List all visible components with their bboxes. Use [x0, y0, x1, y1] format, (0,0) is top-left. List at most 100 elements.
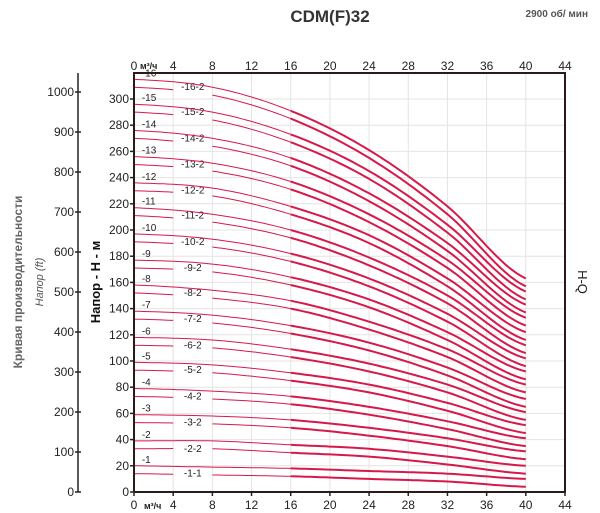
speed-label: 2900 об/ мин — [526, 8, 588, 20]
ft-tick-label: 100 — [54, 445, 74, 459]
curve-segment-low — [212, 195, 291, 215]
y-tick-label: 240 — [109, 171, 129, 185]
series-label: -12 — [142, 172, 157, 183]
chart-title: CDM(F)32 — [290, 7, 369, 26]
curve-segment-low — [133, 388, 291, 397]
curve-segment-low — [133, 182, 291, 207]
x-tick-label-top: 28 — [402, 59, 416, 73]
series-stage-10: -10 — [133, 223, 527, 360]
x-tick-label-top: 8 — [209, 59, 216, 73]
curve-segment-high — [290, 252, 527, 360]
curve-segment-high — [290, 299, 527, 386]
curve-segment-high — [290, 307, 527, 394]
series-label: -8-2 — [184, 288, 202, 299]
curve-segment-low — [212, 119, 291, 143]
curve-segment-high — [290, 371, 526, 427]
curve-segment-low — [133, 259, 291, 278]
ft-tick-label: 500 — [54, 285, 74, 299]
y-tick-label: 60 — [116, 406, 130, 420]
curve-segment-start — [133, 369, 174, 372]
series-label: -16-2 — [181, 82, 205, 93]
y-tick-label: 200 — [109, 223, 129, 237]
y-tick-label: 220 — [109, 197, 129, 211]
series-label: -4 — [142, 378, 151, 389]
curve-segment-high — [290, 205, 527, 334]
curve-segment-low — [133, 103, 291, 135]
series-label: -3 — [142, 404, 151, 415]
y-axis-label: Напор - Н - м — [88, 241, 103, 323]
x-tick-label-bottom: 16 — [284, 498, 298, 512]
series-label: -13 — [142, 146, 157, 157]
series-stage-9-2: -9-2 — [133, 263, 527, 381]
series-label: -6-2 — [184, 340, 202, 351]
curve-segment-low — [133, 129, 291, 159]
curve-segment-low — [212, 322, 291, 334]
curve-segment-high — [290, 324, 527, 400]
curve-segment-high — [290, 403, 526, 448]
series-stage-3: -3 — [133, 404, 526, 453]
x-tick-label-bottom: 36 — [480, 498, 494, 512]
x-tick-label-bottom: 44 — [558, 498, 572, 512]
curve-segment-high — [290, 213, 527, 341]
y-tick-label: 160 — [109, 275, 129, 289]
y-tick-label: 80 — [116, 380, 130, 394]
x-tick-label-bottom: 12 — [245, 498, 259, 512]
curve-segment-high — [290, 284, 527, 381]
y-tick-label: 0 — [122, 485, 129, 499]
series-stage-6: -6 — [133, 326, 526, 414]
curve-segment-high — [290, 418, 526, 453]
curve-segment-high — [290, 117, 527, 288]
plot-frame — [133, 72, 566, 493]
ft-tick-label: 900 — [54, 125, 74, 139]
series-stage-1: -1 — [134, 455, 526, 480]
curve-segment-low — [133, 310, 291, 327]
series-stage-5: -5 — [133, 351, 526, 427]
series-label: -10 — [142, 223, 157, 234]
ft-tick-label: 400 — [54, 325, 74, 339]
series-stage-14: -14 — [133, 119, 527, 306]
curve-segment-high — [290, 229, 527, 347]
curve-segment-start — [133, 344, 174, 347]
curve-segment-low — [134, 465, 291, 469]
series-label: -8 — [142, 274, 151, 285]
y-tick-label: 100 — [109, 354, 129, 368]
x-tick-label-bottom: 0 — [131, 498, 138, 512]
x-tick-label-bottom: 20 — [323, 498, 337, 512]
side-label: Кривая производительности — [11, 196, 25, 369]
x-tick-label-top: 44 — [558, 59, 572, 73]
ft-tick-label: 200 — [54, 405, 74, 419]
y-tick-label: 20 — [116, 459, 130, 473]
x-tick-label-bottom: 8 — [209, 498, 216, 512]
series-label: -5 — [142, 351, 151, 362]
curve-segment-high — [290, 156, 527, 306]
series-stage-10-2: -10-2 — [133, 237, 527, 368]
curve-segment-low — [133, 336, 291, 350]
curve-segment-low — [133, 361, 291, 374]
series-label: -7 — [142, 300, 151, 311]
series-stage-13: -13 — [133, 146, 527, 319]
curve-segment-start — [133, 267, 174, 270]
x-tick-label-bottom: 24 — [362, 498, 376, 512]
series-label: -9 — [142, 249, 151, 260]
series-label: -13-2 — [181, 160, 205, 171]
curve-segment-start — [133, 111, 174, 116]
series-stage-14-2: -14-2 — [133, 133, 527, 314]
series-stage-3-2: -3-2 — [134, 418, 526, 461]
curve-segment-low — [133, 284, 291, 302]
x-tick-label-top: 40 — [519, 59, 533, 73]
series-label: -14 — [142, 119, 157, 130]
curve-segment-low — [133, 207, 291, 231]
curve-segment-high — [290, 475, 526, 488]
x-tick-label-top: 16 — [284, 59, 298, 73]
ft-tick-label: 800 — [54, 165, 74, 179]
curve-segment-start — [134, 473, 174, 475]
curve-segment-low — [212, 423, 291, 429]
curve-segment-start — [133, 395, 174, 398]
curve-segment-low — [134, 440, 291, 446]
curve-segment-high — [290, 109, 527, 280]
curve-segment-high — [290, 379, 526, 435]
curve-segment-low — [212, 145, 291, 167]
series-stage-2: -2 — [134, 430, 526, 467]
ft-tick-label: 1000 — [47, 85, 74, 99]
x-tick-label-top: 24 — [362, 59, 376, 73]
